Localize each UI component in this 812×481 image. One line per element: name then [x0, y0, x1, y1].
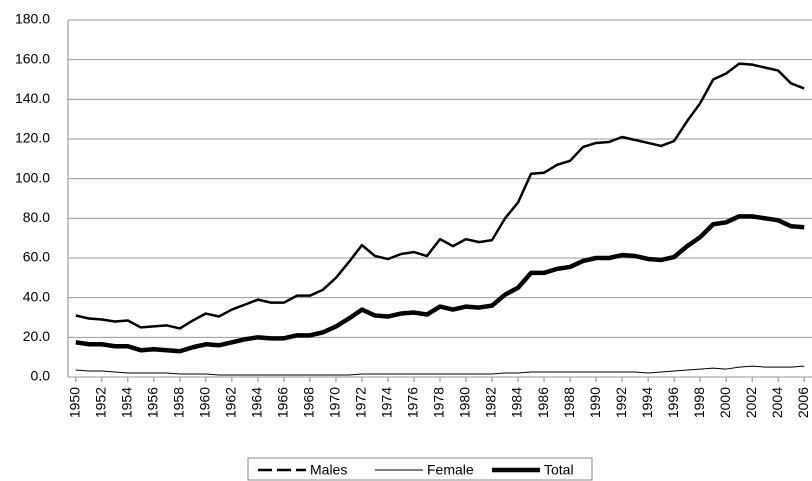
x-tick-label: 1974: [379, 387, 395, 418]
x-tick-label: 1972: [353, 387, 369, 418]
x-tick-label: 1950: [67, 387, 83, 418]
x-tick-label: 2002: [743, 387, 759, 418]
y-tick-label: 140.0: [15, 90, 50, 106]
x-tick-label: 1964: [249, 387, 265, 418]
x-tick-label: 1956: [145, 387, 161, 418]
x-tick-label: 2000: [717, 387, 733, 418]
series-line: [75, 214, 805, 354]
y-tick-label: 60.0: [23, 249, 50, 265]
legend-label: Female: [427, 462, 474, 478]
legend-label: Males: [310, 462, 347, 478]
y-tick-label: 80.0: [23, 209, 50, 225]
x-tick-label: 1994: [639, 387, 655, 418]
x-tick-label: 1978: [431, 387, 447, 418]
x-tick-label: 2006: [795, 387, 811, 418]
y-tick-label: 180.0: [15, 11, 50, 27]
y-tick-label: 160.0: [15, 50, 50, 66]
x-tick-label: 1998: [691, 387, 707, 418]
x-tick-label: 1960: [197, 387, 213, 418]
x-tick-label: 1970: [327, 387, 343, 418]
x-tick-label: 1984: [509, 387, 525, 418]
x-tick-label: 1980: [457, 387, 473, 418]
x-tick-label: 1952: [93, 387, 109, 418]
x-tick-label: 1962: [223, 387, 239, 418]
x-tick-label: 1982: [483, 387, 499, 418]
legend-box: [247, 457, 593, 481]
x-tick-label: 1992: [613, 387, 629, 418]
x-tick-label: 1954: [119, 387, 135, 418]
series-line: [75, 62, 805, 330]
y-tick-label: 120.0: [15, 130, 50, 146]
x-tick-label: 2004: [769, 387, 785, 418]
x-tick-label: 1966: [275, 387, 291, 418]
y-tick-label: 20.0: [23, 328, 50, 344]
x-tick-label: 1986: [535, 387, 551, 418]
y-tick-label: 100.0: [15, 169, 50, 185]
y-tick-label: 40.0: [23, 288, 50, 304]
legend-label: Total: [544, 462, 574, 478]
x-tick-label: 1990: [587, 387, 603, 418]
x-tick-label: 1988: [561, 387, 577, 418]
series-line: [75, 365, 805, 376]
x-tick-label: 1958: [171, 387, 187, 418]
x-tick-label: 1996: [665, 387, 681, 418]
y-tick-label: 0.0: [31, 368, 51, 384]
x-tick-label: 1968: [301, 387, 317, 418]
x-tick-label: 1976: [405, 387, 421, 418]
